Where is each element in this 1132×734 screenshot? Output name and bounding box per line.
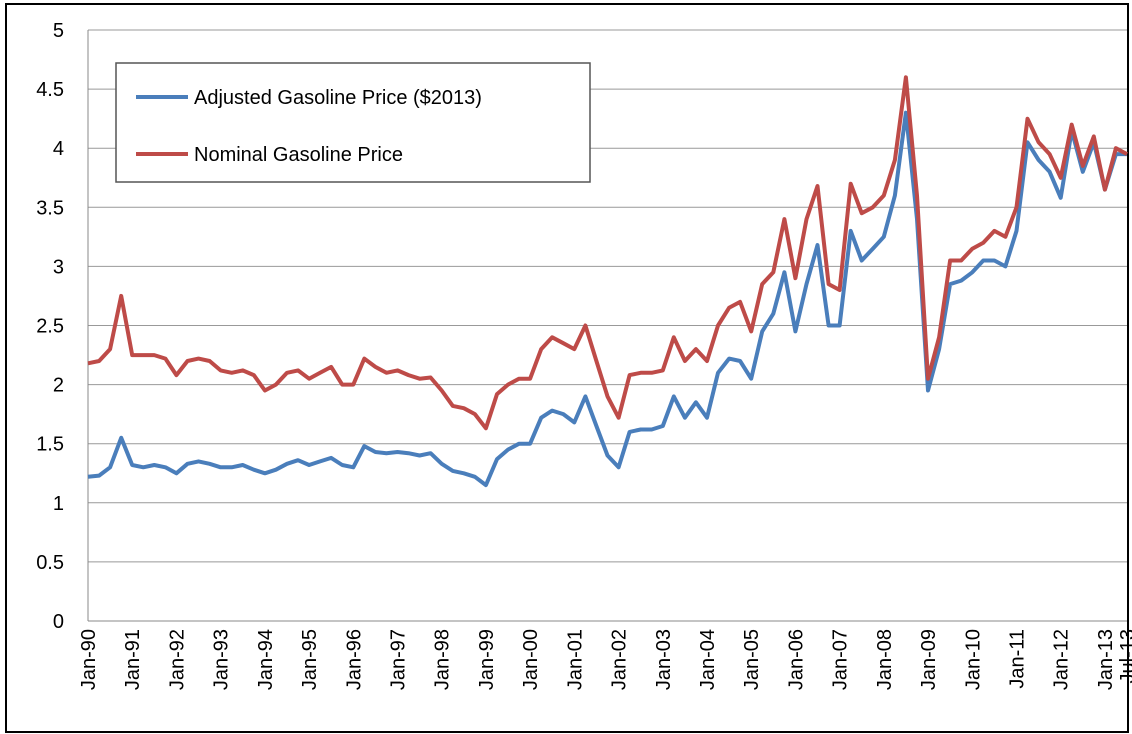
x-tick-label: Jan-07 [830,629,852,690]
legend-label: Adjusted Gasoline Price ($2013) [194,87,482,109]
y-tick-label: 1 [53,493,64,515]
x-tick-label: Jan-06 [785,629,807,690]
x-tick-label: Jan-05 [741,629,763,690]
y-tick-label: 5 [53,20,64,42]
y-tick-label: 0.5 [36,552,64,574]
y-tick-label: 2.5 [36,316,64,338]
legend-label: Nominal Gasoline Price [194,144,403,166]
y-tick-label: 3.5 [36,197,64,219]
y-tick-label: 3 [53,256,64,278]
x-tick-label: Jan-95 [299,629,321,690]
x-tick-label: Jan-13 [1095,629,1117,690]
y-tick-label: 4.5 [36,79,64,101]
legend-box [115,62,591,183]
x-tick-label: Jul-13 [1117,629,1132,683]
x-tick-label: Jan-09 [918,629,940,690]
x-tick-label: Jan-96 [343,629,365,690]
x-tick-label: Jan-94 [255,629,277,690]
x-tick-label: Jan-03 [653,629,675,690]
y-tick-label: 4 [53,138,64,160]
x-tick-label: Jan-02 [609,629,631,690]
x-tick-label: Jan-92 [166,629,188,690]
x-tick-label: Jan-01 [564,629,586,690]
x-tick-label: Jan-90 [78,629,100,690]
x-tick-label: Jan-91 [122,629,144,690]
y-tick-label: 2 [53,375,64,397]
x-tick-label: Jan-12 [1051,629,1073,690]
x-tick-label: Jan-97 [387,629,409,690]
x-tick-label: Jan-11 [1006,629,1028,689]
series-line [87,110,1127,488]
x-tick-label: Jan-04 [697,629,719,690]
x-tick-label: Jan-93 [211,629,233,690]
frame [5,3,1129,733]
series-line [87,75,1128,431]
x-tick-label: Jan-98 [432,629,454,690]
x-tick-label: Jan-10 [962,629,984,690]
x-tick-label: Jan-00 [520,629,542,690]
x-tick-label: Jan-99 [476,629,498,690]
x-tick-label: Jan-08 [874,629,896,690]
y-tick-label: 1.5 [36,434,64,456]
y-tick-label: 0 [53,611,64,633]
